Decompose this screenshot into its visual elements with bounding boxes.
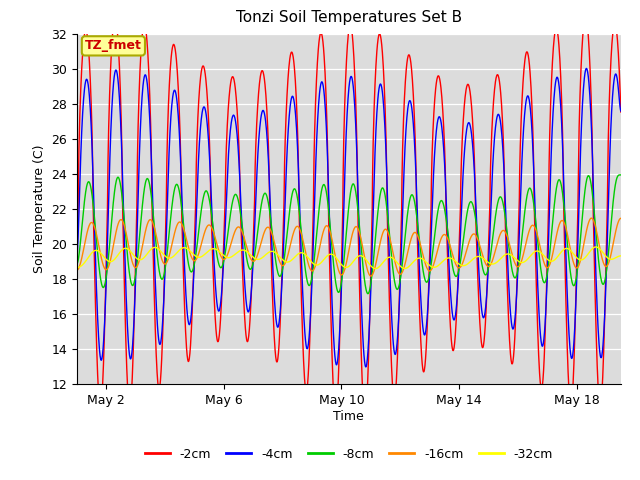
-2cm — [463, 85, 470, 91]
-32cm — [140, 255, 148, 261]
-4cm — [463, 129, 470, 135]
-16cm — [367, 273, 375, 279]
Y-axis label: Soil Temperature (C): Soil Temperature (C) — [33, 144, 45, 273]
Line: -2cm: -2cm — [77, 17, 621, 417]
-2cm — [361, 414, 369, 420]
-8cm — [294, 197, 301, 203]
-16cm — [73, 267, 81, 273]
-2cm — [440, 118, 447, 123]
-8cm — [463, 215, 470, 220]
-16cm — [575, 262, 583, 267]
-2cm — [617, 109, 625, 115]
Line: -16cm: -16cm — [77, 218, 621, 276]
-2cm — [582, 14, 589, 20]
-16cm — [602, 264, 610, 269]
-8cm — [617, 172, 625, 178]
-4cm — [575, 196, 583, 202]
-8cm — [440, 201, 447, 207]
-4cm — [294, 150, 301, 156]
Line: -4cm: -4cm — [77, 69, 621, 367]
-16cm — [140, 236, 148, 241]
-2cm — [575, 125, 583, 131]
-32cm — [73, 265, 81, 271]
-16cm — [294, 224, 301, 229]
-4cm — [617, 108, 625, 114]
-32cm — [617, 253, 625, 259]
-4cm — [140, 76, 148, 82]
-8cm — [73, 262, 81, 267]
-4cm — [73, 254, 81, 260]
-4cm — [582, 66, 590, 72]
-8cm — [364, 291, 372, 297]
-2cm — [294, 136, 301, 142]
Line: -32cm: -32cm — [77, 247, 621, 269]
-8cm — [616, 172, 624, 178]
-4cm — [602, 285, 610, 290]
-32cm — [440, 258, 447, 264]
-16cm — [440, 232, 447, 238]
-32cm — [602, 253, 610, 259]
-4cm — [440, 141, 447, 147]
-16cm — [463, 248, 470, 254]
-16cm — [617, 216, 625, 221]
-32cm — [463, 262, 470, 268]
-32cm — [575, 257, 583, 263]
-2cm — [73, 258, 81, 264]
-32cm — [592, 244, 600, 250]
-8cm — [602, 275, 609, 280]
X-axis label: Time: Time — [333, 409, 364, 422]
-2cm — [602, 270, 610, 276]
-32cm — [294, 252, 301, 257]
Text: TZ_fmet: TZ_fmet — [85, 39, 142, 52]
-8cm — [575, 251, 583, 256]
-16cm — [588, 215, 595, 221]
Line: -8cm: -8cm — [77, 175, 621, 294]
-2cm — [140, 22, 148, 28]
-4cm — [362, 364, 370, 370]
Legend: -2cm, -4cm, -8cm, -16cm, -32cm: -2cm, -4cm, -8cm, -16cm, -32cm — [140, 443, 558, 466]
-8cm — [140, 189, 148, 195]
Title: Tonzi Soil Temperatures Set B: Tonzi Soil Temperatures Set B — [236, 11, 462, 25]
-32cm — [371, 266, 379, 272]
